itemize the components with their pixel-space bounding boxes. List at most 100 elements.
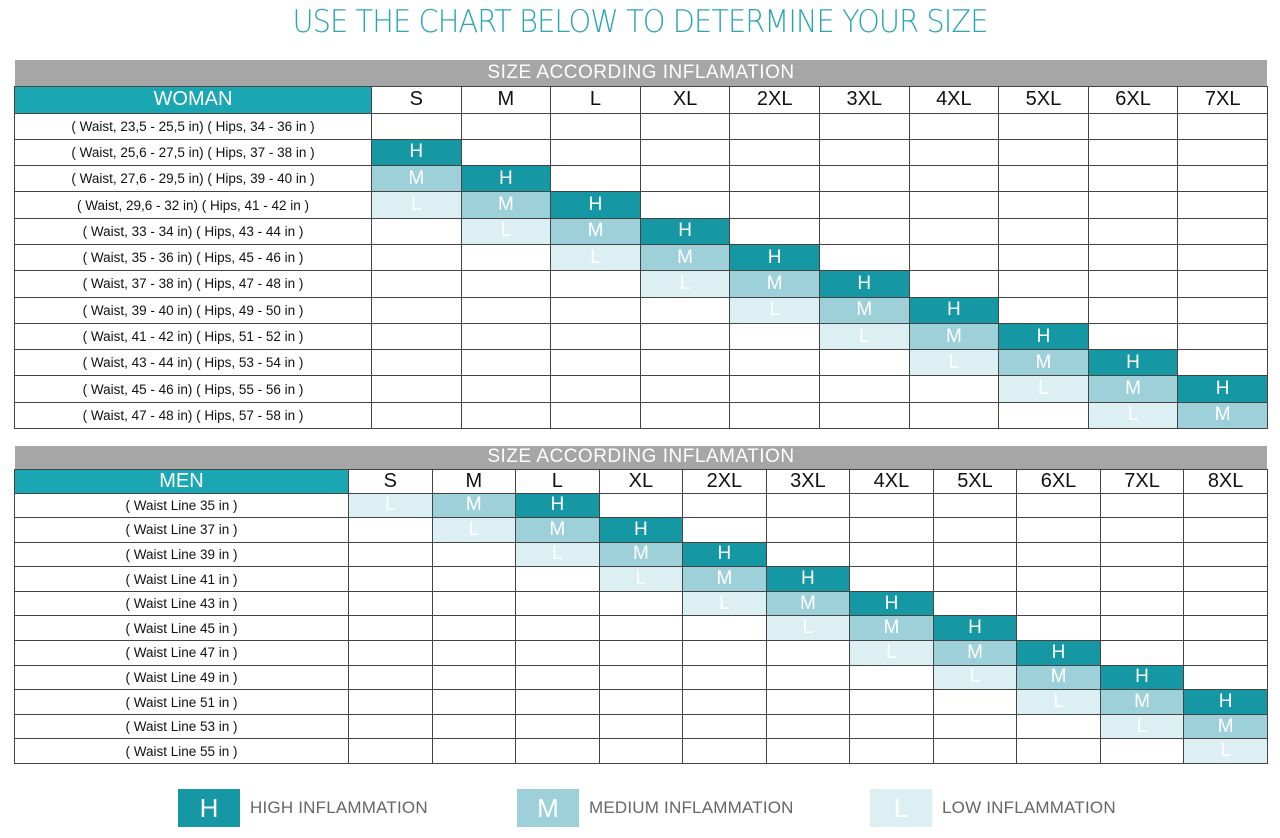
legend-label: LOW INFLAMMATION xyxy=(942,798,1116,817)
empty-cell xyxy=(998,243,1089,272)
empty-cell xyxy=(348,590,433,617)
empty-cell xyxy=(348,664,433,691)
table-row: ( Waist, 23,5 - 25,5 in) ( Hips, 34 - 36… xyxy=(14,112,1268,140)
empty-cell xyxy=(639,375,731,403)
men-measurement-label: ( Waist Line 55 in ) xyxy=(14,738,349,765)
empty-cell xyxy=(431,640,517,666)
woman-measurement-label: ( Waist, 43 - 44 in) ( Hips, 53 - 54 in … xyxy=(14,349,372,377)
empty-cell xyxy=(1016,738,1101,765)
empty-cell xyxy=(932,689,1018,715)
empty-cell xyxy=(431,541,517,568)
empty-cell xyxy=(1183,640,1268,666)
empty-cell xyxy=(932,541,1018,568)
empty-cell xyxy=(348,517,433,543)
empty-cell xyxy=(598,492,684,519)
empty-cell xyxy=(998,112,1089,140)
empty-cell xyxy=(1183,590,1268,617)
empty-cell xyxy=(849,713,934,740)
inflammation-cell: M xyxy=(1087,375,1179,403)
empty-cell xyxy=(849,517,934,543)
empty-cell xyxy=(639,401,731,430)
table-row: ( Waist Line 35 in ) L M H xyxy=(14,492,1268,519)
inflammation-cell: L xyxy=(932,664,1018,691)
empty-cell xyxy=(1099,590,1185,617)
table-row: ( Waist, 29,6 - 32 in) ( Hips, 41 - 42 i… xyxy=(14,191,1268,219)
table-row: ( Waist, 43 - 44 in) ( Hips, 53 - 54 in … xyxy=(14,349,1268,377)
inflammation-cell: M xyxy=(639,243,731,272)
empty-cell xyxy=(515,689,600,715)
table-row: ( Waist, 41 - 42 in) ( Hips, 51 - 52 in … xyxy=(14,322,1268,351)
empty-cell xyxy=(371,217,462,245)
empty-cell xyxy=(1183,517,1268,543)
empty-cell xyxy=(1177,217,1268,245)
empty-cell xyxy=(1099,541,1185,568)
inflammation-cell: L xyxy=(515,541,600,568)
empty-cell xyxy=(765,541,851,568)
empty-cell xyxy=(1177,270,1268,298)
woman-size-header: XL xyxy=(639,85,731,114)
woman-size-header: 3XL xyxy=(818,85,910,114)
empty-cell xyxy=(849,541,934,568)
inflammation-cell: L xyxy=(371,191,462,219)
inflammation-cell: M xyxy=(371,165,462,193)
empty-cell xyxy=(598,590,684,617)
empty-cell xyxy=(765,738,851,765)
empty-cell xyxy=(515,615,600,642)
legend-swatch: L xyxy=(870,789,932,827)
empty-cell xyxy=(639,165,731,193)
empty-cell xyxy=(1177,322,1268,351)
empty-cell xyxy=(932,738,1018,765)
empty-cell xyxy=(371,349,462,377)
empty-cell xyxy=(729,112,820,140)
inflammation-cell: L xyxy=(765,615,851,642)
empty-cell xyxy=(348,615,433,642)
table-row: ( Waist Line 45 in ) L M H xyxy=(14,615,1268,642)
empty-cell xyxy=(765,517,851,543)
inflammation-cell: H xyxy=(1099,664,1185,691)
empty-cell xyxy=(1177,112,1268,140)
inflammation-cell: H xyxy=(1183,689,1268,715)
inflammation-cell: L xyxy=(1016,689,1101,715)
empty-cell xyxy=(765,664,851,691)
table-row: ( Waist Line 55 in ) L xyxy=(14,738,1268,765)
woman-size-header: M xyxy=(460,85,552,114)
empty-cell xyxy=(908,217,1000,245)
empty-cell xyxy=(1177,138,1268,167)
legend-label: MEDIUM INFLAMMATION xyxy=(589,798,794,817)
empty-cell xyxy=(765,713,851,740)
empty-cell xyxy=(849,689,934,715)
empty-cell xyxy=(550,322,641,351)
empty-cell xyxy=(818,191,910,219)
empty-cell xyxy=(682,615,767,642)
empty-cell xyxy=(1099,738,1185,765)
empty-cell xyxy=(371,401,462,430)
empty-cell xyxy=(431,615,517,642)
empty-cell xyxy=(908,191,1000,219)
men-measurement-label: ( Waist Line 41 in ) xyxy=(14,566,349,592)
inflammation-cell: H xyxy=(1016,640,1101,666)
inflammation-cell: H xyxy=(1177,375,1268,403)
empty-cell xyxy=(908,270,1000,298)
inflammation-cell: M xyxy=(1177,401,1268,430)
empty-cell xyxy=(460,112,552,140)
inflammation-cell: L xyxy=(818,322,910,351)
men-measurement-label: ( Waist Line 35 in ) xyxy=(14,492,349,519)
empty-cell xyxy=(460,375,552,403)
empty-cell xyxy=(765,640,851,666)
woman-size-header: L xyxy=(550,85,641,114)
empty-cell xyxy=(1087,270,1179,298)
empty-cell xyxy=(1016,590,1101,617)
inflammation-cell: H xyxy=(682,541,767,568)
table-row: ( Waist, 27,6 - 29,5 in) ( Hips, 39 - 40… xyxy=(14,165,1268,193)
inflammation-cell: L xyxy=(1183,738,1268,765)
empty-cell xyxy=(765,492,851,519)
legend-swatch: H xyxy=(178,789,240,827)
inflammation-cell: H xyxy=(598,517,684,543)
empty-cell xyxy=(932,566,1018,592)
table-row: ( Waist Line 37 in ) L M H xyxy=(14,517,1268,543)
men-size-header: 6XL xyxy=(1016,468,1101,494)
empty-cell xyxy=(1016,615,1101,642)
men-corner-label: MEN xyxy=(14,468,349,494)
woman-size-header: 5XL xyxy=(998,85,1089,114)
men-measurement-label: ( Waist Line 47 in ) xyxy=(14,640,349,666)
